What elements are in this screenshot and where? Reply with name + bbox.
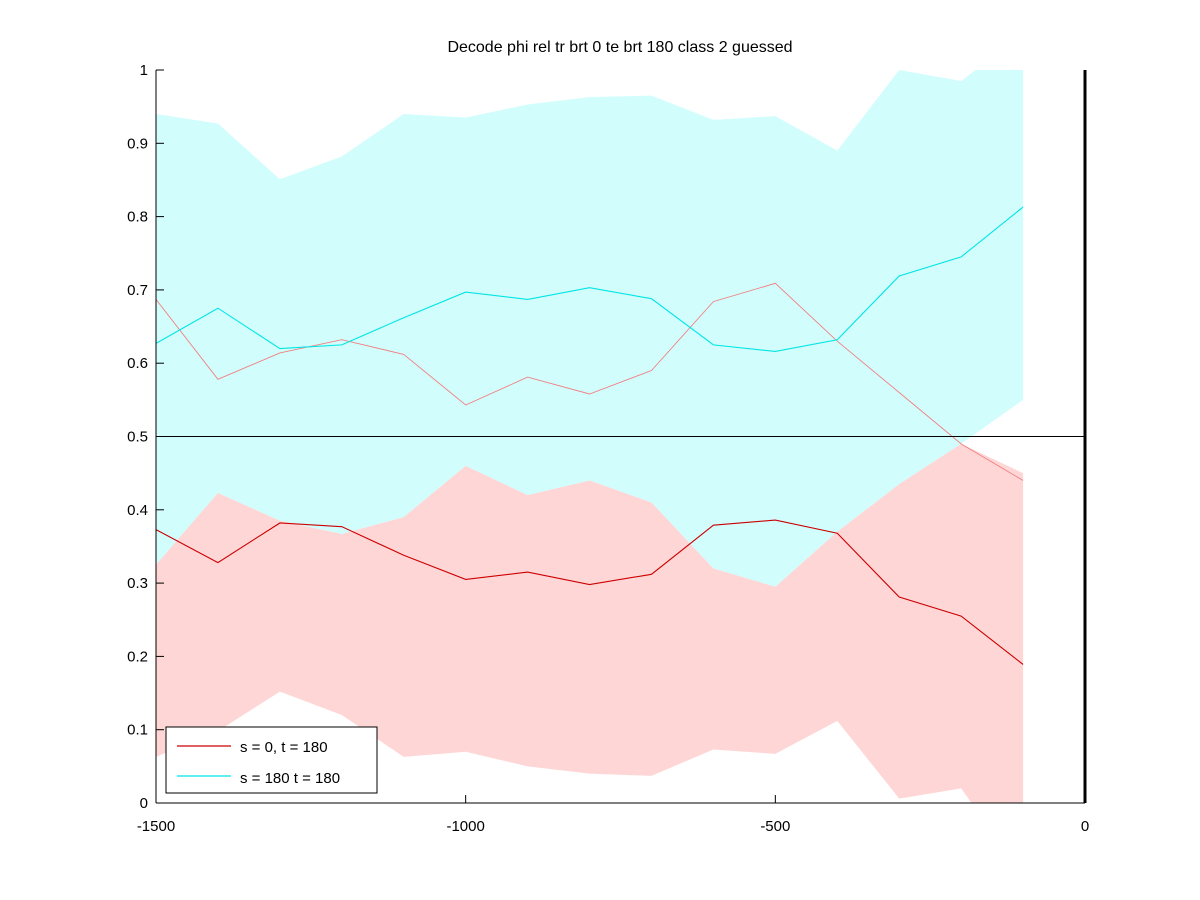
y-tick-label: 0.4 bbox=[127, 502, 148, 519]
y-tick-label: 1 bbox=[140, 62, 148, 79]
line-series-1 bbox=[156, 519, 1024, 665]
y-tick-label: 0.6 bbox=[127, 355, 148, 372]
y-tick-label: 0.7 bbox=[127, 282, 148, 299]
y-tick-label: 0.8 bbox=[127, 209, 148, 226]
x-tick-label: -1000 bbox=[446, 818, 484, 835]
legend-label-series-1: s = 0, t = 180 bbox=[240, 739, 328, 756]
legend-box bbox=[165, 726, 378, 794]
line-series-1-mirror bbox=[156, 282, 1024, 481]
band-series-1 bbox=[156, 443, 1024, 803]
y-tick-label: 0.3 bbox=[127, 575, 148, 592]
line-series-2 bbox=[156, 206, 1024, 353]
legend: s = 0, t = 180 s = 180 t = 180 bbox=[165, 726, 378, 794]
y-tick-label: 0.2 bbox=[127, 648, 148, 665]
y-tick-label: 0 bbox=[140, 795, 148, 812]
y-tick-label: 0.9 bbox=[127, 135, 148, 152]
chart-title: Decode phi rel tr brt 0 te brt 180 class… bbox=[447, 39, 792, 56]
x-tick-label: -1500 bbox=[137, 818, 175, 835]
y-tick-label: 0.5 bbox=[127, 429, 148, 446]
y-tick-label: 0.1 bbox=[127, 722, 148, 739]
band-series-2 bbox=[156, 70, 1024, 587]
x-tick-label: 0 bbox=[1081, 818, 1089, 835]
legend-label-series-2: s = 180 t = 180 bbox=[240, 770, 340, 787]
x-tick-label: -500 bbox=[760, 818, 790, 835]
